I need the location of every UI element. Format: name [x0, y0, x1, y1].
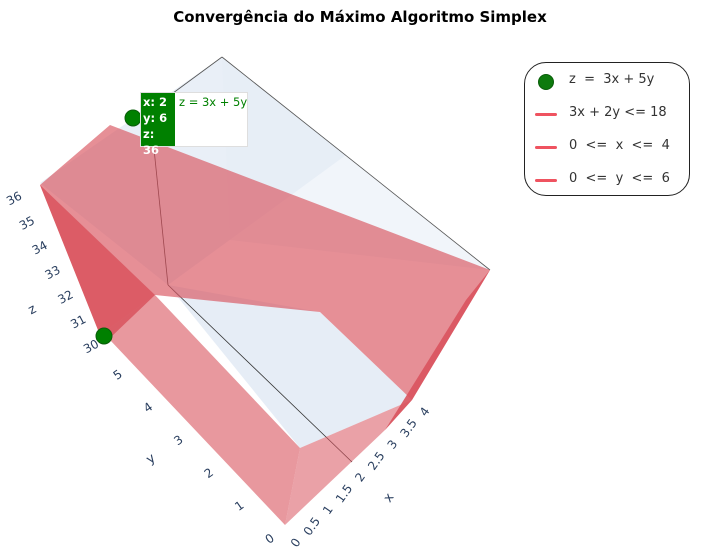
floor-pane: [168, 285, 412, 448]
plane-y-bound-floor: [285, 400, 412, 525]
legend-item-constraint-1[interactable]: 3x + 2y <= 18: [525, 102, 689, 126]
x-axis-title: x: [381, 490, 398, 505]
x-tick-label: 4: [417, 405, 433, 419]
x-tick-label: 2.5: [365, 449, 387, 473]
plane-x-bound: [40, 185, 155, 338]
y-tick-label: 0: [263, 531, 277, 547]
objective-marker: [95, 327, 113, 345]
y-tick-label: 2: [202, 465, 216, 481]
legend-label: 0 <= y <= 6: [569, 171, 670, 186]
z-tick-label: 35: [17, 213, 37, 233]
y-axis-title: y: [144, 451, 159, 468]
legend-label: z = 3x + 5y: [569, 72, 655, 87]
hover-x: x: 2: [143, 95, 168, 109]
hover-y: y: 6: [143, 111, 168, 125]
legend-label: 3x + 2y <= 18: [569, 105, 667, 120]
plane-3x-2y-18: [40, 125, 490, 400]
constraint-planes: [40, 125, 490, 525]
y-tick-label: 5: [111, 367, 125, 383]
x-tick-label: 1: [320, 503, 336, 517]
x-tick-label: 3.5: [397, 416, 419, 440]
hover-tooltip: x: 2 y: 6 z: 36 z = 3x + 5y: [140, 92, 248, 157]
legend: z = 3x + 5y 3x + 2y <= 18 0 <= x <= 4 0 …: [524, 62, 690, 196]
x-tick-label: 0: [288, 536, 304, 550]
scene-edge: [221, 56, 491, 271]
y-tick-label: 3: [171, 432, 185, 448]
marker-dot-icon: [538, 74, 554, 90]
z-tick-label: 36: [4, 189, 24, 209]
line-swatch-icon: [535, 146, 557, 149]
line-swatch-icon: [535, 113, 557, 116]
x-tick-label: 1.5: [333, 482, 355, 506]
hover-values: x: 2 y: 6 z: 36: [141, 93, 175, 157]
x-tick-label: 2: [352, 470, 368, 484]
y-tick-label: 4: [141, 400, 155, 416]
x-tick-label: 0.5: [301, 514, 323, 538]
plane-x-bound-right: [385, 270, 490, 430]
x-axis-line: [167, 284, 353, 463]
y-tick-label: 1: [232, 498, 246, 514]
z-tick-label: 32: [55, 287, 75, 307]
legend-item-constraint-3[interactable]: 0 <= y <= 6: [525, 168, 689, 192]
z-tick-label: 33: [43, 263, 63, 283]
z-tick-label: 30: [81, 337, 101, 357]
objective-markers: [95, 109, 142, 345]
z-tick-label: 31: [68, 312, 88, 332]
z-axis-title: z: [26, 302, 39, 319]
hover-z: z: 36: [143, 127, 160, 157]
hover-trace-name: z = 3x + 5y: [179, 95, 248, 109]
legend-item-objective[interactable]: z = 3x + 5y: [525, 69, 689, 93]
x-tick-label: 3: [385, 437, 401, 451]
plane-y-bound-front: [100, 295, 300, 525]
legend-label: 0 <= x <= 4: [569, 138, 670, 153]
objective-marker: [124, 109, 142, 127]
chart-title: Convergência do Máximo Algoritmo Simplex: [173, 8, 547, 26]
z-tick-label: 34: [30, 238, 50, 258]
legend-item-constraint-2[interactable]: 0 <= x <= 4: [525, 135, 689, 159]
line-swatch-icon: [535, 179, 557, 182]
